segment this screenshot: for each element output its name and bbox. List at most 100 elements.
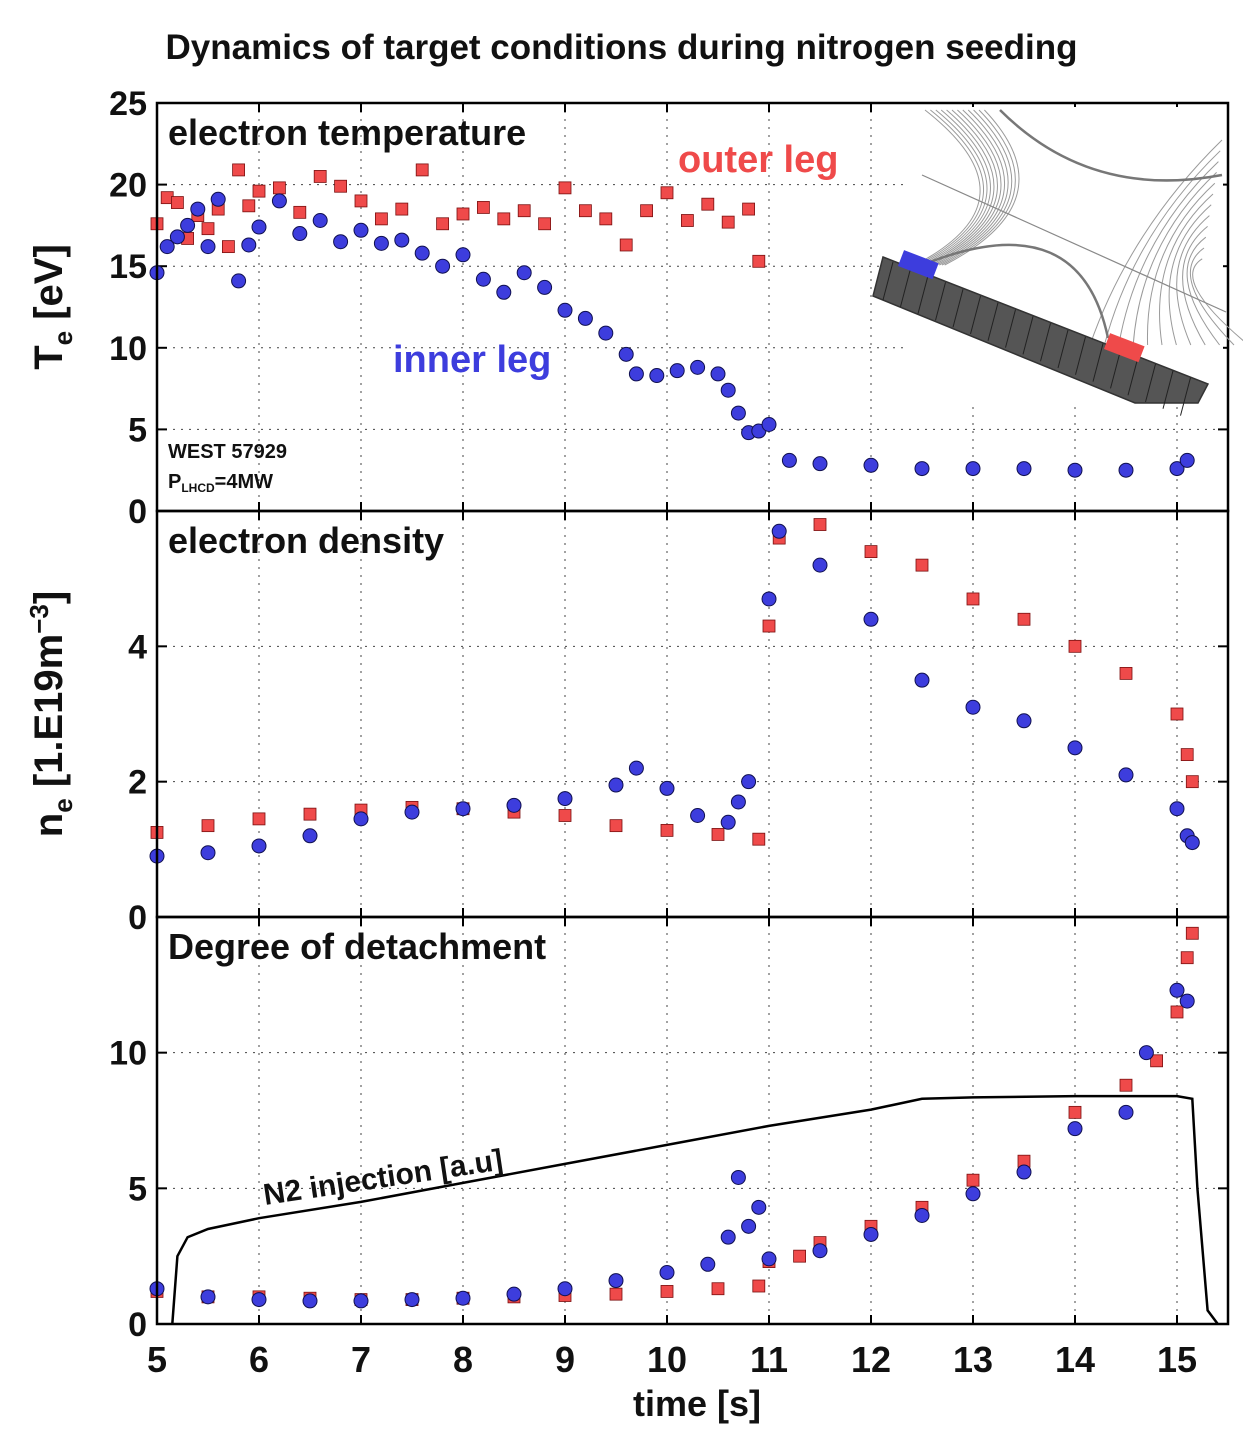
- data-point-inner: [159, 239, 175, 255]
- flux-line: [1103, 150, 1221, 346]
- data-point-inner: [169, 229, 185, 245]
- panel-title: electron temperature: [168, 112, 526, 153]
- data-point-outer: [752, 832, 766, 846]
- flux-line: [917, 109, 984, 266]
- flux-line: [920, 109, 988, 266]
- data-point-inner: [271, 193, 287, 209]
- data-point-inner: [628, 760, 644, 776]
- data-point-inner: [863, 611, 879, 627]
- y-axis-label: ne [1.E19m−3]: [24, 591, 78, 837]
- data-point-outer: [538, 217, 551, 231]
- x-tick-label: 11: [750, 1339, 788, 1380]
- y-tick-label: 0: [128, 493, 147, 531]
- data-point-outer: [681, 214, 694, 227]
- data-point-inner: [751, 1199, 767, 1215]
- data-point-inner: [1169, 461, 1185, 477]
- data-point-outer: [374, 212, 388, 226]
- target-tile: [1005, 309, 1016, 348]
- data-point-inner: [353, 222, 369, 238]
- divertor-target: [872, 255, 1210, 404]
- data-point-inner: [414, 245, 430, 261]
- data-point-inner: [1016, 461, 1032, 477]
- data-point-inner: [353, 1293, 369, 1309]
- panel-electron-temperature: 0 5 10 15 20 25 electron temperature Te [eV] out…: [27, 85, 1230, 531]
- flux-line: [1192, 258, 1243, 342]
- data-point-outer: [864, 545, 878, 558]
- separatrix-line: [999, 109, 1223, 182]
- data-point-inner: [1016, 713, 1032, 729]
- data-point-inner: [761, 417, 777, 433]
- target-tile: [970, 295, 981, 335]
- data-point-inner: [506, 1286, 522, 1302]
- inner-strike-marker: [897, 250, 939, 280]
- data-point-outer: [201, 222, 215, 236]
- x-tick-label: 15: [1157, 1339, 1197, 1380]
- target-tile: [1180, 377, 1191, 416]
- data-point-outer: [456, 207, 470, 221]
- data-point-outer: [742, 202, 755, 216]
- flux-line: [928, 109, 998, 266]
- target-tile: [935, 282, 946, 321]
- flux-line: [1168, 204, 1212, 346]
- data-point-outer: [272, 181, 286, 195]
- flux-line: [1089, 139, 1223, 346]
- data-point-inner: [251, 1292, 267, 1308]
- target-tile: [1145, 363, 1156, 403]
- data-point-inner: [598, 325, 614, 341]
- data-point-inner: [730, 405, 746, 421]
- x-tick-label: 12: [851, 1339, 891, 1380]
- data-point-inner: [720, 1229, 736, 1245]
- data-point-inner: [914, 672, 930, 688]
- data-point-inner: [475, 271, 491, 287]
- wall-line: [921, 174, 1227, 313]
- data-point-outer: [242, 199, 256, 213]
- target-tile: [1040, 323, 1051, 362]
- y-tick-label: 15: [109, 248, 147, 286]
- data-point-inner: [251, 838, 267, 854]
- plot-frame: [155, 915, 1230, 1326]
- annotation-inner-leg: inner leg: [393, 339, 551, 381]
- y-tick-label: 10: [109, 330, 147, 368]
- x-tick-label: 6: [249, 1339, 269, 1380]
- x-tick-label: 10: [647, 1339, 687, 1380]
- data-point-outer: [1119, 667, 1133, 680]
- data-point-outer: [201, 819, 215, 833]
- data-point-inner: [720, 814, 736, 830]
- data-point-inner: [618, 346, 634, 362]
- data-point-inner: [700, 1256, 716, 1272]
- data-point-inner: [669, 363, 685, 379]
- x-axis-label: time [s]: [633, 1383, 761, 1424]
- data-point-outer: [170, 196, 184, 209]
- data-point-outer: [558, 809, 572, 822]
- data-point-inner: [1184, 835, 1200, 851]
- data-point-inner: [965, 1186, 981, 1202]
- data-point-inner: [1067, 740, 1083, 756]
- data-point-inner: [628, 366, 644, 382]
- data-point-outer: [252, 184, 266, 198]
- flux-line: [1159, 193, 1214, 346]
- plot-frame: [155, 509, 1230, 919]
- data-point-outer: [1170, 1005, 1184, 1019]
- data-point-inner: [557, 302, 573, 318]
- data-point-inner: [1067, 462, 1083, 478]
- data-point-inner: [690, 359, 706, 375]
- x-axis: 5 6 7 8 9 10 11 12 13 14 15 time [s]: [147, 1339, 1197, 1424]
- data-point-inner: [741, 1218, 757, 1234]
- data-point-inner: [710, 366, 726, 382]
- data-point-inner: [435, 258, 451, 274]
- outer-strike-marker: [1103, 333, 1145, 363]
- data-point-outer: [1170, 707, 1184, 721]
- flux-line: [922, 109, 991, 266]
- target-tile: [1057, 329, 1069, 369]
- target-tile: [1162, 370, 1174, 409]
- data-point-inner: [251, 219, 267, 235]
- data-point-inner: [496, 284, 512, 300]
- data-point-inner: [180, 217, 196, 233]
- data-point-inner: [781, 452, 797, 468]
- data-point-outer: [1068, 639, 1082, 653]
- x-tick-label: 8: [453, 1339, 473, 1380]
- data-point-inner: [1169, 801, 1185, 817]
- x-tick-label: 13: [953, 1339, 993, 1380]
- target-tile: [1127, 357, 1139, 396]
- flux-line: [1132, 172, 1217, 346]
